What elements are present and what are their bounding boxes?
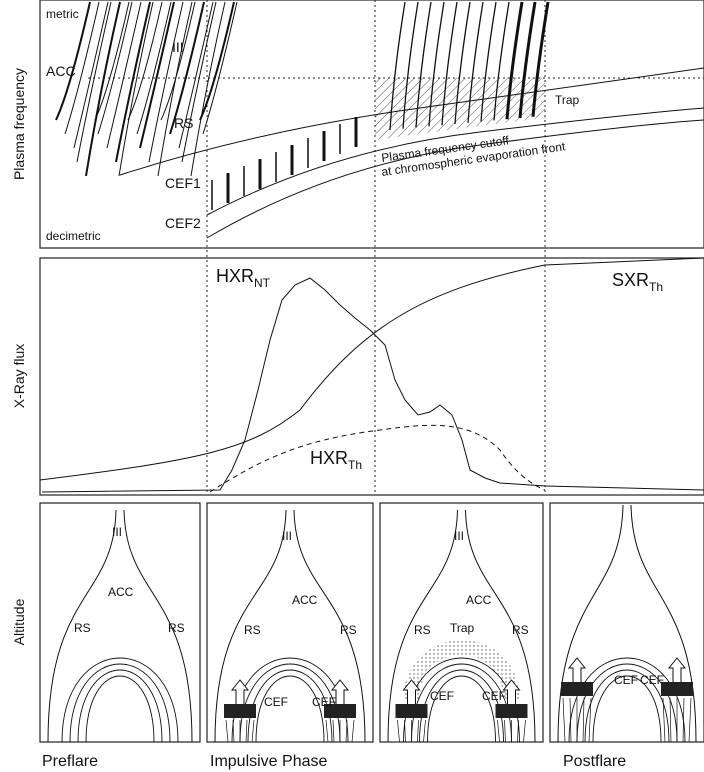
label: RS (168, 621, 185, 635)
sxr-curve (40, 258, 704, 480)
chromosphere-tick (246, 720, 247, 742)
label: metric (46, 7, 79, 21)
axis-label: Plasma frequency (11, 68, 27, 180)
chromosphere-tick (418, 720, 419, 742)
label: decimetric (46, 229, 101, 243)
label: HXR (216, 266, 254, 286)
chromosphere-tick (424, 720, 426, 742)
loop (428, 676, 496, 742)
label: III (172, 39, 184, 55)
label: CEF2 (165, 215, 201, 231)
label: NT (254, 276, 271, 290)
burst-curve (77, 2, 111, 162)
cef-block (661, 682, 693, 696)
axis-label: Altitude (11, 598, 27, 645)
burst-curve (74, 2, 108, 148)
cef-block (496, 704, 528, 718)
middle-frame (40, 258, 704, 495)
chromosphere-tick (518, 720, 519, 742)
hxr-nt-histogram (42, 278, 704, 492)
label: RS (340, 623, 357, 637)
burst-curve (116, 2, 150, 162)
label: ACC (466, 593, 492, 607)
chromosphere-tick (398, 720, 400, 742)
figure: Plasma frequency X-Ray flux Altitude met… (0, 0, 704, 772)
label: CEF (430, 689, 454, 703)
chromosphere-tick (352, 720, 354, 742)
label: Th (348, 458, 362, 472)
label: HXRNT (216, 266, 271, 290)
label: CEF (264, 695, 288, 709)
burst-curve (158, 2, 192, 176)
cef-block (224, 704, 256, 718)
label: RS (512, 623, 529, 637)
upflow-arrow (232, 680, 248, 704)
cef-block (396, 704, 428, 718)
caption: Impulsive Phase (210, 753, 327, 770)
label: HXR (310, 448, 348, 468)
chromosphere-tick (689, 698, 691, 742)
panel-frame (550, 503, 704, 742)
label: III (282, 529, 292, 543)
label: ACC (292, 593, 318, 607)
chromosphere-tick (670, 698, 671, 742)
cef-block (561, 682, 593, 696)
label: CEF (482, 689, 506, 703)
label: Th (649, 280, 663, 294)
burst-curve (200, 2, 234, 120)
label: ACC (108, 585, 134, 599)
label: ACC (46, 63, 76, 79)
label: Trap (450, 621, 475, 635)
label: SXR (612, 270, 649, 290)
chromosphere-tick (226, 720, 228, 742)
chromosphere-tick (570, 698, 571, 742)
chromosphere-tick (498, 720, 500, 742)
caption: Postflare (563, 753, 626, 770)
chromosphere-tick (405, 720, 406, 742)
chromosphere-tick (524, 720, 526, 742)
label: RS (174, 115, 193, 131)
schematics (48, 2, 696, 742)
loop (569, 658, 685, 742)
chromosphere-tick (505, 720, 506, 742)
loop (256, 676, 324, 742)
chromosphere-tick (252, 720, 254, 742)
burst-curve (149, 2, 183, 162)
upflow-arrow (669, 658, 685, 682)
chromosphere-tick (683, 698, 684, 742)
chromosphere-tick (583, 698, 584, 742)
caption: Preflare (42, 753, 98, 770)
upflow-arrow (569, 658, 585, 682)
chromosphere-tick (326, 720, 328, 742)
label: Trap (555, 93, 580, 107)
axis-label: X-Ray flux (11, 344, 27, 409)
label: SXRTh (612, 270, 663, 294)
label: III (454, 529, 464, 543)
loop (62, 658, 178, 742)
chromosphere-tick (233, 720, 234, 742)
burst-curve (86, 2, 120, 176)
label: III (112, 525, 122, 539)
label: RS (414, 623, 431, 637)
burst-curve (137, 2, 171, 134)
layout (40, 0, 704, 742)
burst-curve (95, 2, 129, 120)
loop (86, 676, 154, 742)
chromosphere-tick (346, 720, 347, 742)
label: CEF (614, 673, 638, 687)
label: HXRTh (310, 448, 362, 472)
chromosphere-tick (563, 698, 565, 742)
label: RS (244, 623, 261, 637)
burst-curve (119, 2, 153, 176)
cef2-curve (207, 120, 704, 238)
label: CEF (640, 673, 664, 687)
label: CEF (312, 695, 336, 709)
chromosphere-tick (333, 720, 334, 742)
label: RS (74, 621, 91, 635)
label: CEF1 (165, 175, 201, 191)
